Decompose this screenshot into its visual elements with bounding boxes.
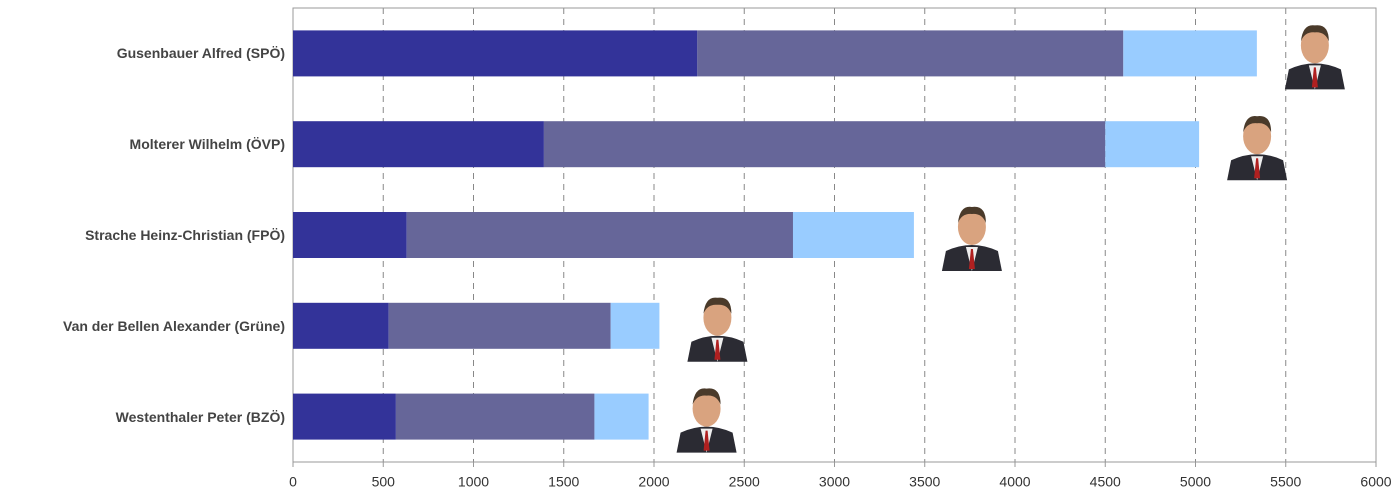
bar-segment (1123, 30, 1257, 77)
bar-segment (293, 212, 407, 258)
portrait-hair (957, 206, 986, 223)
bar-segment (697, 30, 1124, 77)
x-tick-label: 0 (289, 474, 297, 490)
portrait (941, 206, 1002, 271)
bar-segment (293, 393, 396, 440)
x-tick-label: 3500 (909, 474, 940, 490)
x-tick-label: 2500 (729, 474, 760, 490)
x-tick-label: 5500 (1270, 474, 1301, 490)
portrait-tie (714, 339, 721, 360)
x-tick-label: 6000 (1360, 474, 1391, 490)
category-label: Westenthaler Peter (BZÖ) (115, 408, 285, 425)
portrait-hair (1243, 116, 1272, 133)
bar-segment (543, 121, 1106, 168)
portrait (1284, 25, 1345, 90)
bar-segment (792, 212, 914, 258)
bar-segment (395, 393, 595, 440)
portrait (676, 388, 737, 453)
x-tick-label: 2000 (638, 474, 669, 490)
portrait-tie (1254, 158, 1261, 179)
portrait-tie (703, 430, 710, 451)
portrait-tie (968, 249, 975, 269)
portrait-hair (692, 388, 721, 405)
portrait-face (1243, 118, 1272, 155)
portrait-tie (1311, 67, 1318, 88)
x-tick-label: 5000 (1180, 474, 1211, 490)
bar-segment (594, 393, 649, 440)
x-tick-label: 1500 (548, 474, 579, 490)
portrait-face (703, 299, 732, 336)
category-label: Gusenbauer Alfred (SPÖ) (116, 45, 285, 62)
category-label: Strache Heinz-Christian (FPÖ) (85, 227, 285, 243)
bar-segment (406, 212, 793, 258)
bar-segment (293, 121, 544, 168)
x-tick-label: 1000 (458, 474, 489, 490)
portrait-face (1300, 27, 1329, 64)
portrait-face (692, 390, 721, 427)
category-label: Molterer Wilhelm (ÖVP) (129, 136, 285, 153)
bar-segment (388, 302, 611, 349)
portrait-hair (703, 297, 732, 314)
x-tick-label: 4000 (999, 474, 1030, 490)
x-tick-label: 500 (372, 474, 396, 490)
x-tick-label: 4500 (1090, 474, 1121, 490)
bar-segment (610, 302, 660, 349)
portrait-hair (1300, 25, 1329, 42)
category-label: Van der Bellen Alexander (Grüne) (63, 317, 285, 334)
portrait (687, 297, 748, 362)
bar-segment (1105, 121, 1200, 168)
portrait (1227, 116, 1288, 181)
x-tick-label: 3000 (819, 474, 850, 490)
bar-segment (293, 30, 698, 77)
portrait-face (957, 209, 986, 245)
bar-segment (293, 302, 389, 349)
